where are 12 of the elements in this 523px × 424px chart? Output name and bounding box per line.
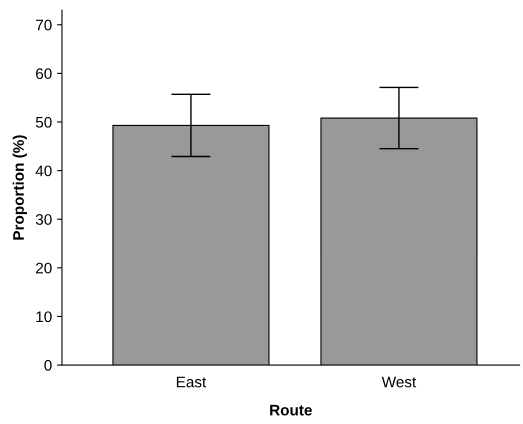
y-tick-label: 30 xyxy=(36,214,52,225)
y-axis-title: Proportion (%) xyxy=(12,135,27,240)
y-tick-label: 0 xyxy=(44,360,52,371)
y-tick-label: 40 xyxy=(36,165,52,176)
x-axis-title: Route xyxy=(270,404,312,416)
y-tick-label: 10 xyxy=(36,311,52,322)
x-tick-label: East xyxy=(176,376,206,388)
y-tick-label: 50 xyxy=(36,116,52,128)
x-tick-label: West xyxy=(382,376,416,388)
y-tick-label: 70 xyxy=(36,20,52,30)
y-tick-label: 60 xyxy=(36,68,52,80)
y-tick-label: 20 xyxy=(36,262,52,274)
